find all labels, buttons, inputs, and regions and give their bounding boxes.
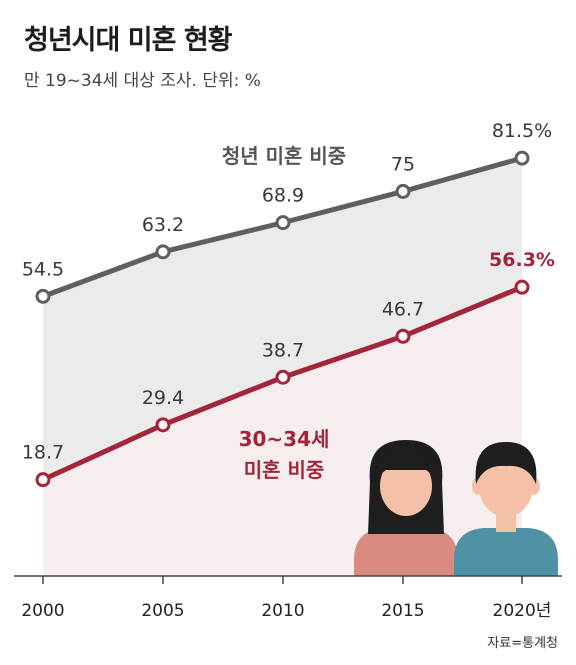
gray-data-label: 63.2 bbox=[142, 214, 184, 236]
x-tick-label: 2005 bbox=[141, 601, 184, 621]
page-title: 청년시대 미혼 현황 bbox=[24, 25, 233, 56]
male-person-icon bbox=[454, 442, 558, 576]
red-data-label: 56.3% bbox=[489, 249, 555, 271]
red-series-point bbox=[275, 369, 291, 385]
gray-data-label: 68.9 bbox=[262, 185, 304, 207]
red-data-label: 18.7 bbox=[22, 442, 64, 464]
gray-series-name: 청년 미혼 비중 bbox=[222, 144, 346, 168]
x-tick-label: 2020년 bbox=[493, 601, 552, 621]
red-series-point bbox=[395, 328, 411, 344]
x-tick-label: 2010 bbox=[261, 601, 304, 621]
gray-series-point bbox=[275, 215, 291, 231]
gray-series-point bbox=[514, 150, 530, 166]
red-series-point bbox=[35, 472, 51, 488]
x-tick-label: 2000 bbox=[21, 601, 64, 621]
gray-series-point bbox=[155, 244, 171, 260]
red-series-point bbox=[155, 417, 171, 433]
gray-series-point bbox=[35, 288, 51, 304]
source-note: 자료=통계청 bbox=[487, 636, 558, 651]
female-person-icon bbox=[354, 440, 458, 576]
red-series-name: 30~34세 bbox=[239, 427, 330, 451]
red-data-label: 46.7 bbox=[382, 298, 424, 320]
page-subtitle: 만 19~34세 대상 조사. 단위: % bbox=[24, 71, 261, 91]
gray-data-label: 81.5% bbox=[492, 120, 552, 142]
gray-data-label: 75 bbox=[391, 153, 415, 175]
gray-series-point bbox=[395, 183, 411, 199]
gray-data-label: 54.5 bbox=[22, 258, 64, 280]
red-series-point bbox=[514, 279, 530, 295]
x-tick-label: 2015 bbox=[381, 601, 424, 621]
red-data-label: 38.7 bbox=[262, 339, 304, 361]
red-data-label: 29.4 bbox=[142, 387, 184, 409]
red-series-name: 미혼 비중 bbox=[244, 458, 325, 482]
